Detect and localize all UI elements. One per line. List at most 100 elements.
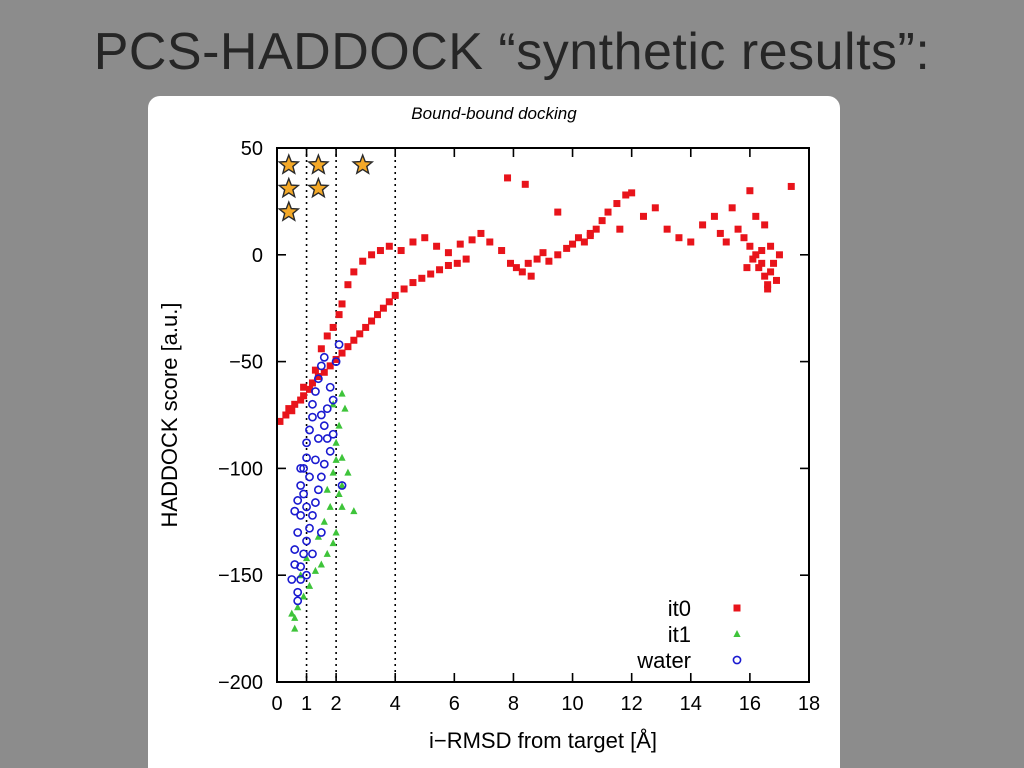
data-point-water bbox=[319, 352, 329, 362]
data-point-it0 bbox=[477, 229, 485, 237]
data-point-it0 bbox=[716, 229, 724, 237]
plot-frame bbox=[276, 147, 810, 683]
data-point-water bbox=[293, 528, 303, 537]
data-point-it0 bbox=[397, 247, 405, 255]
data-point-it1 bbox=[338, 453, 346, 461]
data-point-water bbox=[311, 387, 320, 396]
data-point-water bbox=[299, 489, 308, 499]
data-point-it0 bbox=[767, 268, 775, 276]
data-point-water bbox=[302, 438, 311, 448]
series-it1 bbox=[288, 389, 358, 632]
data-point-it0 bbox=[764, 281, 772, 289]
data-point-it0 bbox=[356, 330, 364, 338]
data-point-it1 bbox=[332, 438, 340, 446]
data-point-it0 bbox=[462, 255, 470, 263]
data-point-it0 bbox=[586, 229, 594, 237]
y-tick-label: 0 bbox=[252, 245, 263, 267]
data-point-water bbox=[293, 596, 303, 606]
data-point-water bbox=[287, 575, 297, 584]
data-point-it1 bbox=[288, 609, 296, 617]
data-point-it1 bbox=[335, 490, 343, 498]
data-point-it1 bbox=[314, 532, 322, 540]
data-point-it0 bbox=[569, 240, 577, 248]
data-point-it0 bbox=[651, 204, 659, 212]
data-point-it0 bbox=[335, 311, 343, 319]
data-point-it0 bbox=[592, 225, 600, 233]
data-point-it0 bbox=[539, 249, 547, 257]
data-point-it0 bbox=[300, 383, 308, 391]
data-point-it0 bbox=[504, 174, 512, 182]
data-point-water bbox=[299, 549, 308, 559]
x-tick-label: 16 bbox=[739, 693, 761, 715]
data-point-water bbox=[325, 382, 335, 392]
data-point-water bbox=[328, 429, 338, 439]
data-point-it0 bbox=[338, 349, 346, 357]
data-point-it0 bbox=[368, 251, 376, 259]
data-point-it0 bbox=[743, 264, 751, 272]
data-point-it0 bbox=[400, 285, 408, 293]
y-tick-label: 50 bbox=[241, 138, 263, 160]
legend-label-it1: it1 bbox=[668, 622, 691, 647]
data-point-water bbox=[316, 410, 326, 420]
data-point-water bbox=[302, 536, 311, 546]
x-tick-label: 2 bbox=[331, 693, 342, 715]
data-point-water bbox=[290, 506, 300, 516]
legend-marker-water bbox=[732, 655, 742, 665]
data-point-it1 bbox=[344, 468, 352, 476]
data-point-it0 bbox=[770, 259, 778, 267]
data-point-it0 bbox=[752, 212, 760, 220]
data-point-it0 bbox=[764, 285, 772, 293]
data-point-it0 bbox=[663, 225, 671, 233]
data-point-water bbox=[311, 455, 320, 465]
data-point-it0 bbox=[291, 400, 299, 408]
data-point-it0 bbox=[604, 208, 612, 216]
reference-lines bbox=[305, 148, 397, 682]
data-point-it0 bbox=[628, 189, 636, 197]
data-point-it0 bbox=[359, 257, 367, 265]
data-point-it0 bbox=[421, 234, 429, 242]
data-point-it0 bbox=[498, 247, 506, 255]
x-tick-label: 1 bbox=[301, 693, 312, 715]
data-point-it0 bbox=[444, 261, 452, 269]
data-point-water bbox=[316, 472, 326, 482]
data-point-it0 bbox=[699, 221, 707, 229]
data-point-water bbox=[299, 463, 308, 473]
data-point-water bbox=[293, 496, 303, 505]
data-point-it1 bbox=[291, 624, 299, 632]
data-point-it0 bbox=[297, 396, 305, 404]
data-point-water bbox=[311, 498, 320, 507]
data-point-it0 bbox=[775, 251, 783, 259]
data-point-it0 bbox=[755, 264, 763, 272]
data-point-it0 bbox=[533, 255, 541, 263]
slide-title: PCS-HADDOCK “synthetic results”: bbox=[93, 23, 931, 81]
data-point-it0 bbox=[486, 238, 494, 246]
data-point-it1 bbox=[305, 581, 314, 589]
data-point-it1 bbox=[300, 592, 308, 600]
data-point-it1 bbox=[338, 502, 346, 510]
data-point-water bbox=[316, 361, 326, 371]
data-point-it0 bbox=[362, 323, 370, 331]
legend-label-water: water bbox=[636, 648, 691, 673]
y-tick-label: −150 bbox=[218, 565, 263, 587]
data-point-water bbox=[316, 528, 326, 537]
data-point-it0 bbox=[433, 242, 441, 250]
data-point-it0 bbox=[436, 266, 444, 274]
data-point-water bbox=[328, 395, 338, 405]
data-point-water bbox=[305, 425, 314, 435]
data-point-it1 bbox=[294, 603, 302, 611]
star-icon bbox=[351, 153, 375, 175]
x-axis-title: i−RMSD from target [Å] bbox=[429, 728, 657, 753]
star-icon bbox=[277, 153, 301, 175]
data-point-water bbox=[296, 481, 306, 490]
data-point-it0 bbox=[639, 212, 647, 220]
x-tick-label: 8 bbox=[508, 693, 519, 715]
chart-subtitle: Bound-bound docking bbox=[411, 104, 577, 123]
star-icon bbox=[277, 200, 301, 222]
data-point-it0 bbox=[350, 268, 358, 276]
data-point-it0 bbox=[574, 234, 582, 242]
data-point-it0 bbox=[722, 238, 730, 246]
x-tick-label: 6 bbox=[449, 693, 460, 715]
data-point-it0 bbox=[409, 279, 417, 287]
series-water bbox=[287, 340, 347, 606]
